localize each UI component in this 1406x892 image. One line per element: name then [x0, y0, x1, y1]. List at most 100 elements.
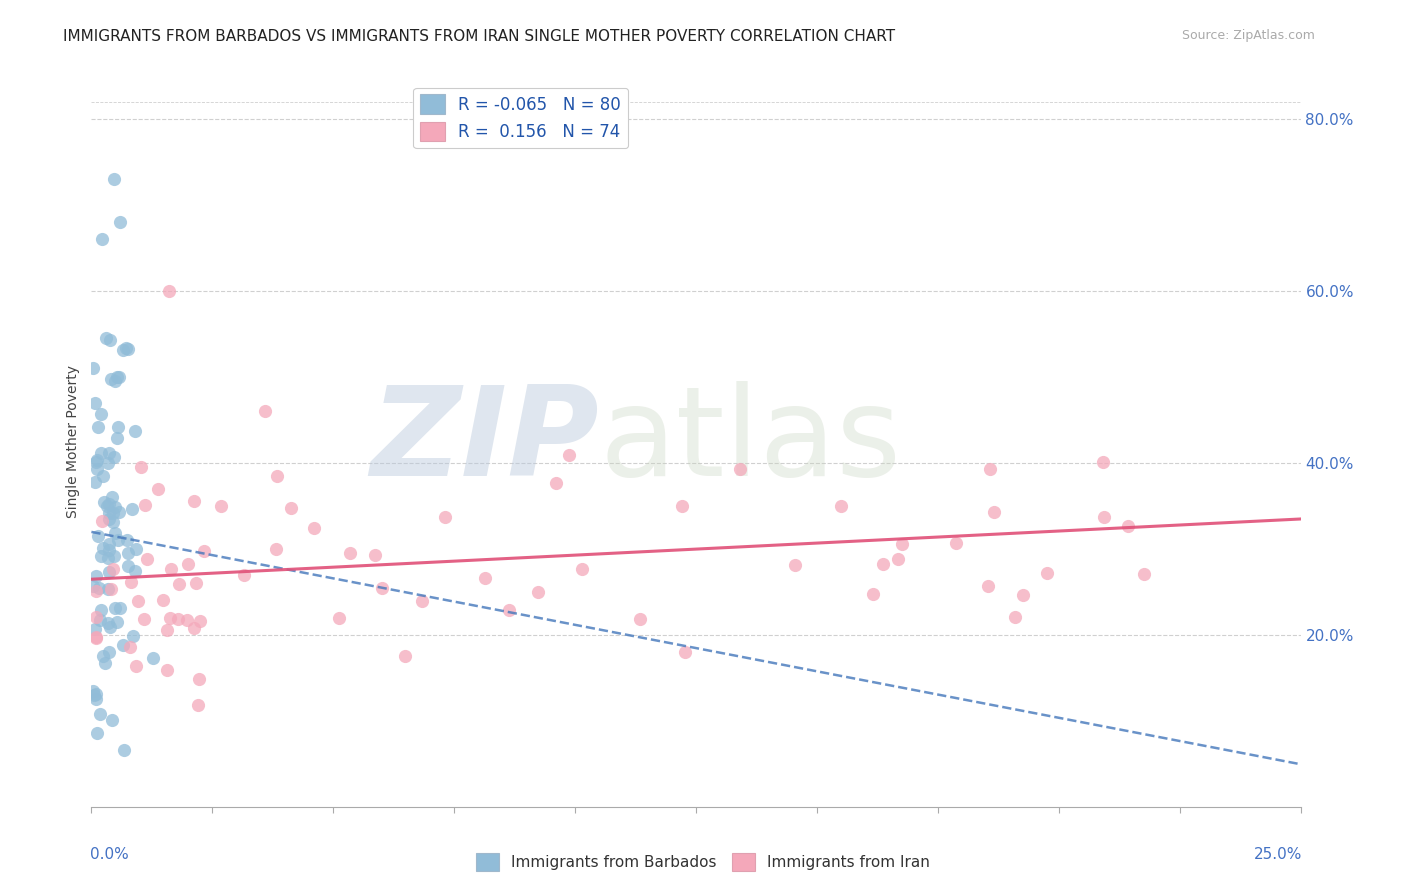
Point — [108, 369, 131, 384]
Point — [110, 215, 132, 229]
Point — [177, 557, 200, 571]
Point — [135, 552, 157, 566]
Point — [544, 475, 567, 490]
Point — [98, 511, 121, 525]
Point — [117, 559, 139, 574]
Point — [830, 499, 852, 513]
Point — [86, 461, 108, 475]
Point — [152, 592, 174, 607]
Point — [82, 683, 104, 698]
Point — [1118, 519, 1140, 533]
Point — [111, 343, 134, 357]
Point — [125, 542, 148, 557]
Point — [728, 462, 751, 476]
Point — [97, 446, 120, 460]
Point — [86, 687, 108, 701]
Point — [134, 612, 156, 626]
Point — [1092, 455, 1115, 469]
Point — [394, 648, 416, 663]
Point — [105, 370, 128, 384]
Point — [983, 505, 1005, 519]
Point — [1004, 610, 1026, 624]
Point — [976, 579, 998, 593]
Point — [98, 506, 121, 520]
Point — [159, 562, 181, 576]
Point — [117, 342, 139, 356]
Point — [266, 468, 288, 483]
Point — [97, 542, 120, 557]
Point — [101, 490, 124, 504]
Y-axis label: Single Mother Poverty: Single Mother Poverty — [66, 365, 80, 518]
Point — [122, 629, 145, 643]
Point — [93, 495, 115, 509]
Point — [176, 614, 198, 628]
Point — [108, 505, 131, 519]
Text: IMMIGRANTS FROM BARBADOS VS IMMIGRANTS FROM IRAN SINGLE MOTHER POVERTY CORRELATI: IMMIGRANTS FROM BARBADOS VS IMMIGRANTS F… — [63, 29, 896, 44]
Point — [98, 537, 121, 551]
Point — [84, 610, 107, 624]
Point — [96, 499, 118, 513]
Point — [90, 408, 112, 422]
Point — [1133, 567, 1156, 582]
Point — [104, 526, 127, 541]
Point — [94, 331, 117, 345]
Point — [100, 582, 122, 596]
Point — [302, 521, 325, 535]
Point — [97, 615, 120, 630]
Point — [526, 585, 548, 599]
Point — [1092, 509, 1115, 524]
Point — [188, 614, 211, 628]
Point — [84, 584, 107, 599]
Point — [83, 396, 105, 410]
Point — [84, 568, 107, 582]
Point — [89, 581, 111, 595]
Point — [104, 374, 127, 388]
Point — [107, 533, 129, 547]
Point — [105, 615, 128, 630]
Point — [101, 516, 124, 530]
Point — [254, 404, 277, 418]
Point — [84, 455, 107, 469]
Point — [131, 459, 153, 474]
Point — [156, 664, 179, 678]
Point — [125, 658, 148, 673]
Point — [339, 546, 361, 560]
Point — [103, 506, 125, 520]
Point — [159, 610, 181, 624]
Point — [167, 577, 190, 591]
Point — [183, 494, 205, 508]
Point — [209, 500, 232, 514]
Point — [184, 575, 207, 590]
Point — [82, 360, 104, 375]
Point — [121, 502, 143, 516]
Point — [120, 640, 142, 654]
Point — [280, 501, 302, 516]
Point — [233, 567, 256, 582]
Point — [97, 645, 120, 659]
Point — [785, 558, 807, 572]
Point — [890, 536, 912, 550]
Point — [945, 536, 967, 550]
Point — [156, 624, 179, 638]
Point — [124, 564, 146, 578]
Point — [90, 514, 112, 528]
Text: 0.0%: 0.0% — [90, 847, 129, 863]
Point — [98, 333, 121, 347]
Point — [89, 613, 111, 627]
Point — [117, 546, 139, 560]
Point — [264, 542, 287, 557]
Point — [90, 446, 112, 460]
Point — [98, 620, 121, 634]
Point — [183, 621, 205, 635]
Point — [83, 688, 105, 702]
Point — [628, 612, 651, 626]
Point — [115, 341, 138, 355]
Point — [87, 529, 110, 543]
Point — [571, 562, 593, 576]
Point — [671, 499, 693, 513]
Point — [98, 497, 121, 511]
Point — [87, 420, 110, 434]
Point — [193, 544, 215, 558]
Point — [134, 498, 156, 512]
Legend: Immigrants from Barbados, Immigrants from Iran: Immigrants from Barbados, Immigrants fro… — [470, 847, 936, 877]
